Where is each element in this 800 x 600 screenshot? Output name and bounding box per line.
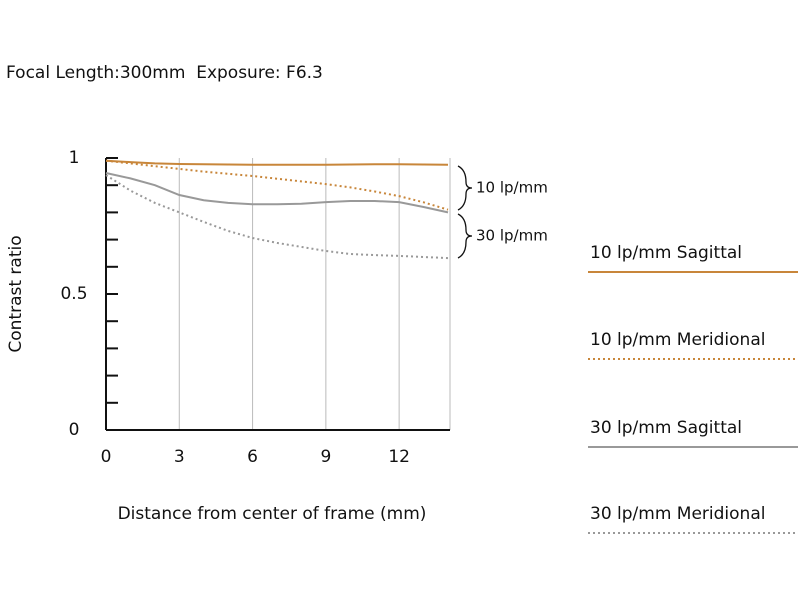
legend-label: 30 lp/mm Meridional [590, 504, 765, 524]
legend-label: 10 lp/mm Meridional [590, 330, 765, 350]
legend-label: 30 lp/mm Sagittal [590, 418, 742, 438]
annotation: 30 lp/mm [476, 227, 548, 245]
series-line [105, 159, 449, 211]
x-tick-label: 0 [101, 447, 112, 467]
series-line [105, 159, 449, 166]
y-tick-label: 0.5 [60, 284, 87, 304]
y-axis-label: Contrast ratio [6, 235, 26, 352]
series-line [105, 172, 449, 214]
bracket [457, 213, 473, 259]
bracket [457, 165, 473, 211]
legend-label: 10 lp/mm Sagittal [590, 243, 742, 263]
annotation: 10 lp/mm [476, 179, 548, 197]
x-tick-label: 9 [320, 447, 331, 467]
x-tick-label: 12 [388, 447, 410, 467]
series-line [105, 174, 449, 260]
chart-title: Focal Length:300mm Exposure: F6.3 [6, 63, 323, 83]
y-tick-label: 1 [69, 148, 80, 168]
y-tick-label: 0 [69, 420, 80, 440]
x-tick-label: 6 [247, 447, 258, 467]
x-tick-label: 3 [174, 447, 185, 467]
x-axis-label: Distance from center of frame (mm) [118, 504, 427, 524]
